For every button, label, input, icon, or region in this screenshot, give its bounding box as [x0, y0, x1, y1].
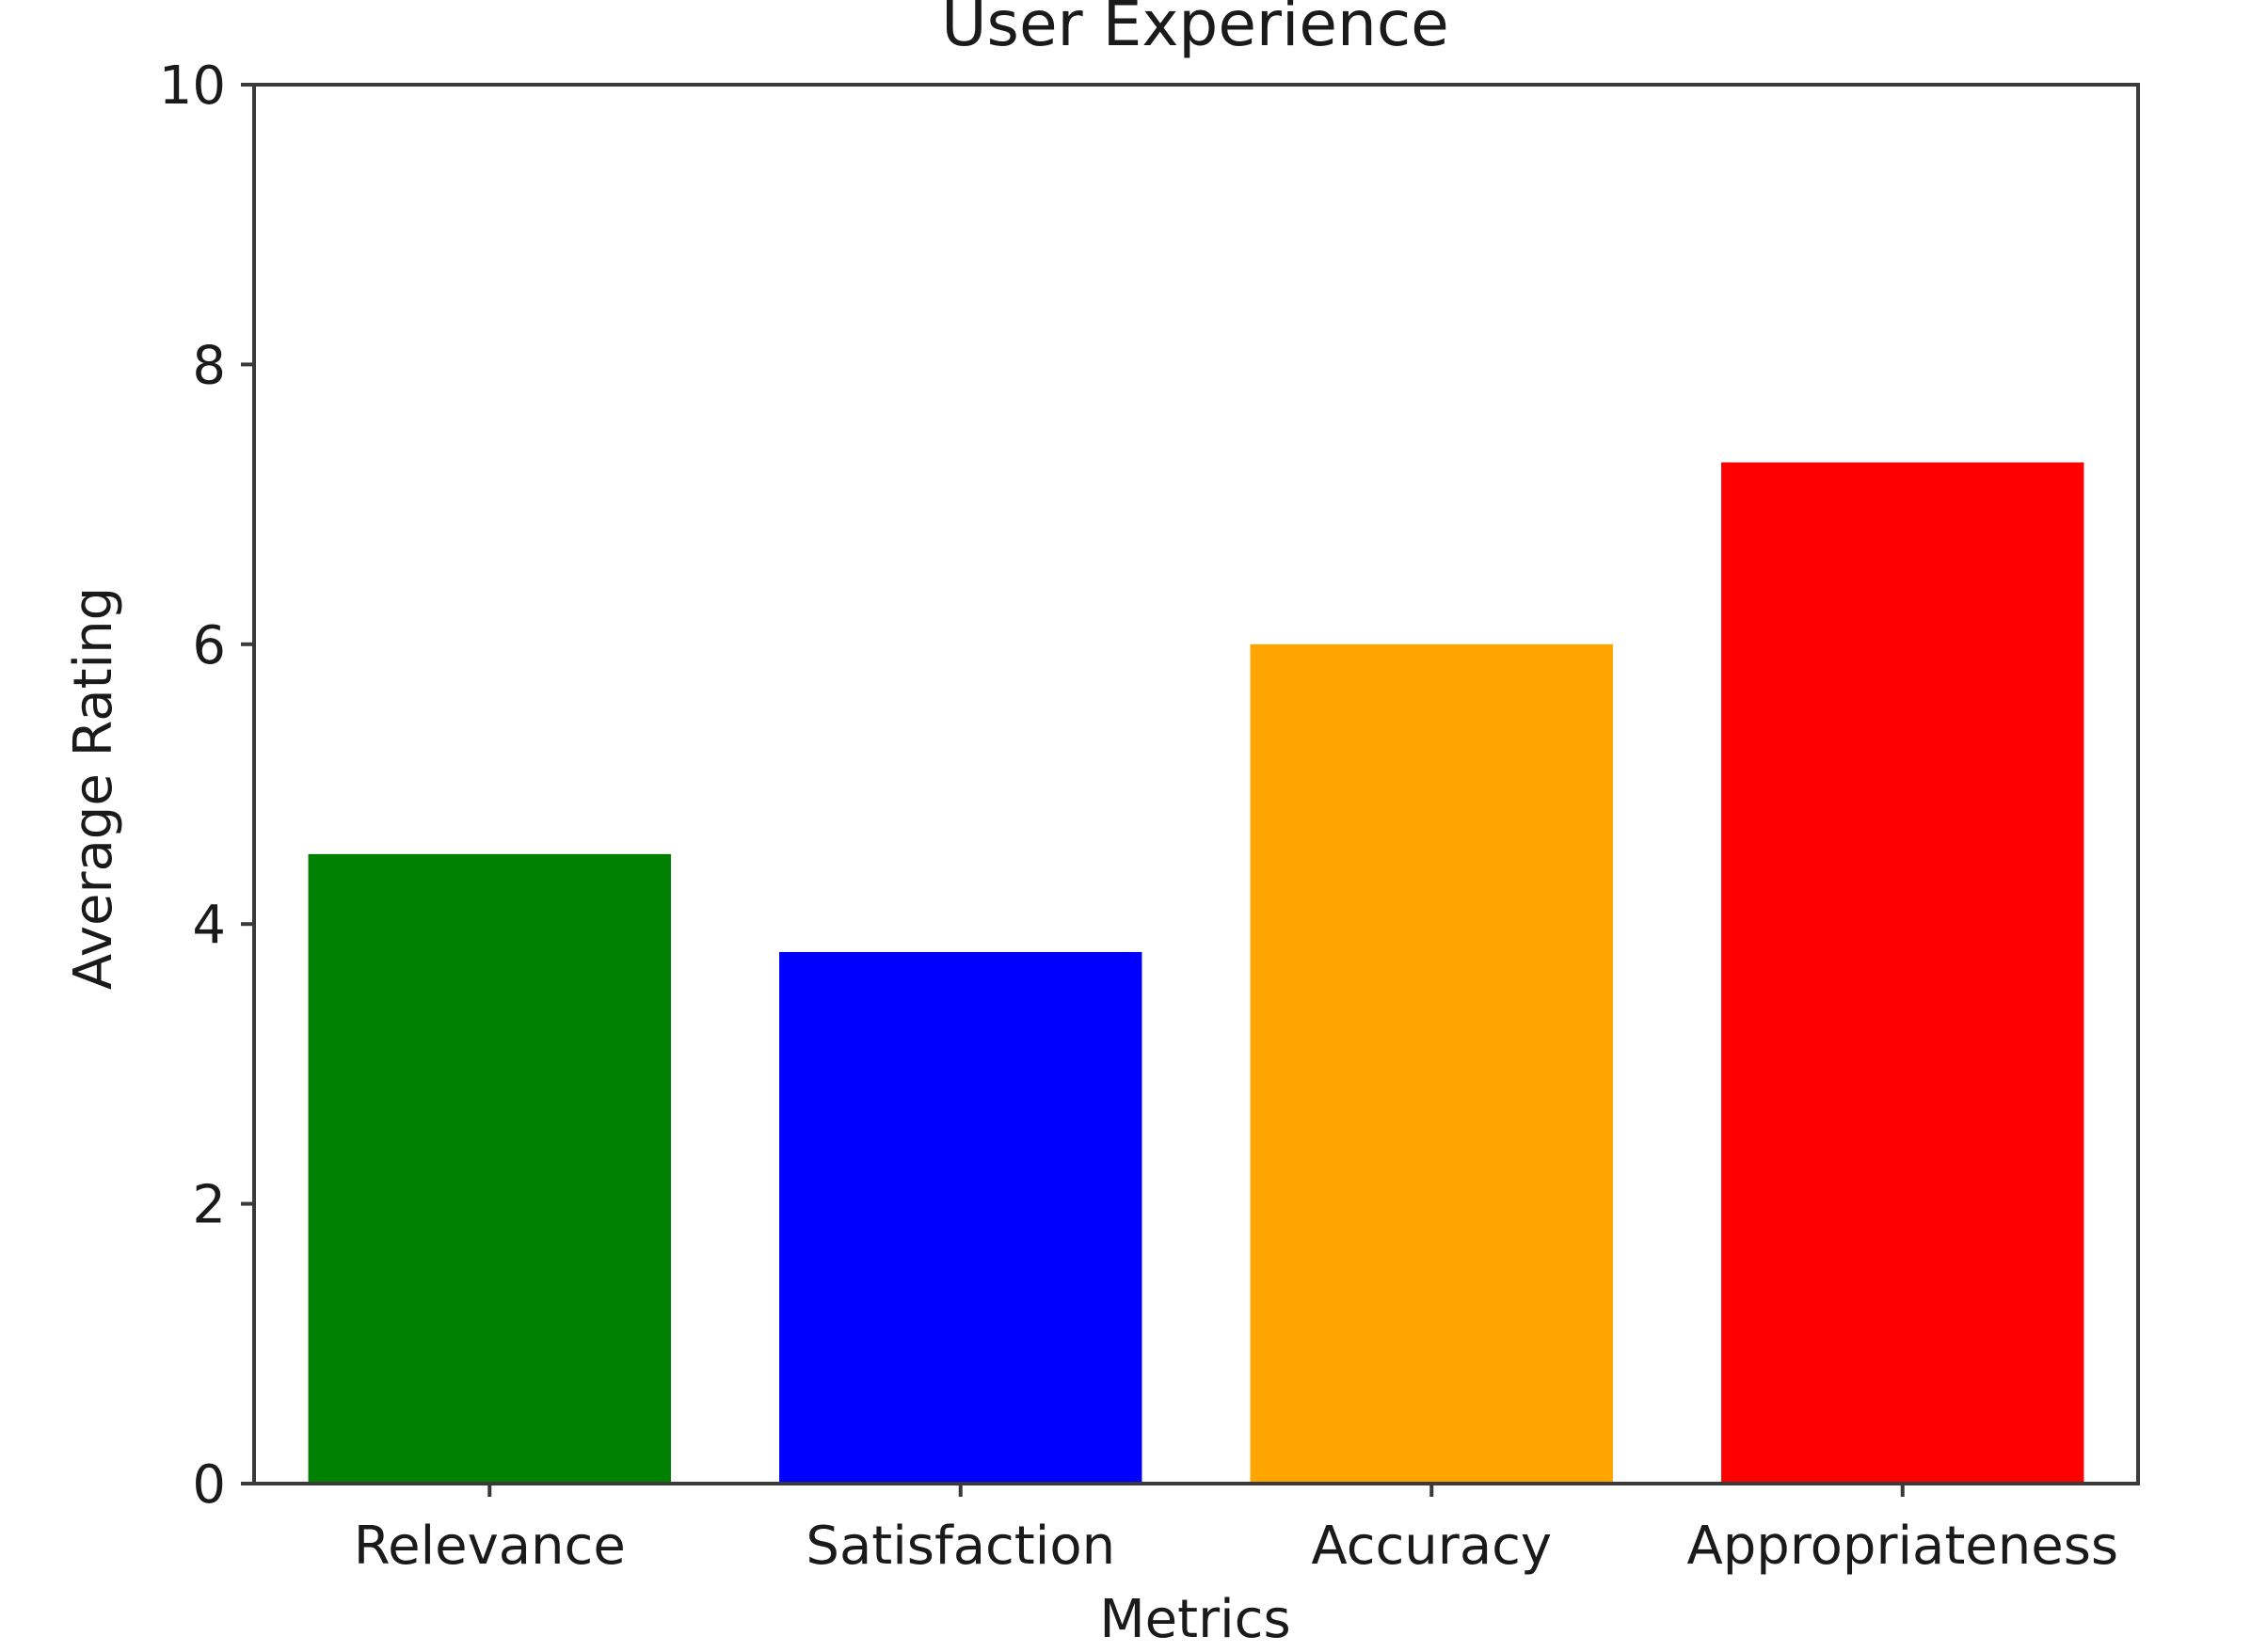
bar-accuracy — [1250, 643, 1613, 1484]
bars-group — [308, 462, 2084, 1484]
y-tick-label: 2 — [192, 1175, 226, 1236]
bar-relevance — [308, 853, 671, 1484]
y-axis-label: Average Rating — [63, 587, 124, 990]
x-tick-label-appropriateness: Appropriateness — [1686, 1516, 2118, 1577]
y-axis: 0 2 4 6 8 10 — [159, 56, 254, 1516]
x-tick-label-satisfaction: Satisfaction — [806, 1516, 1115, 1577]
y-tick-label: 6 — [192, 615, 226, 676]
bar-appropriateness — [1721, 462, 2084, 1484]
x-axis-label: Metrics — [1099, 1589, 1290, 1647]
chart-title: User Experience — [941, 0, 1448, 60]
x-tick-label-relevance: Relevance — [354, 1516, 626, 1577]
x-tick-label-accuracy: Accuracy — [1311, 1516, 1552, 1577]
plot-frame — [252, 83, 2140, 1485]
y-tick-label: 4 — [192, 895, 226, 956]
y-tick-label: 0 — [192, 1454, 226, 1516]
y-tick-label: 8 — [192, 335, 226, 396]
bar-satisfaction — [779, 951, 1142, 1484]
x-axis: Relevance Satisfaction Accuracy Appropriate… — [354, 1484, 2118, 1577]
y-tick-label: 10 — [159, 56, 226, 117]
